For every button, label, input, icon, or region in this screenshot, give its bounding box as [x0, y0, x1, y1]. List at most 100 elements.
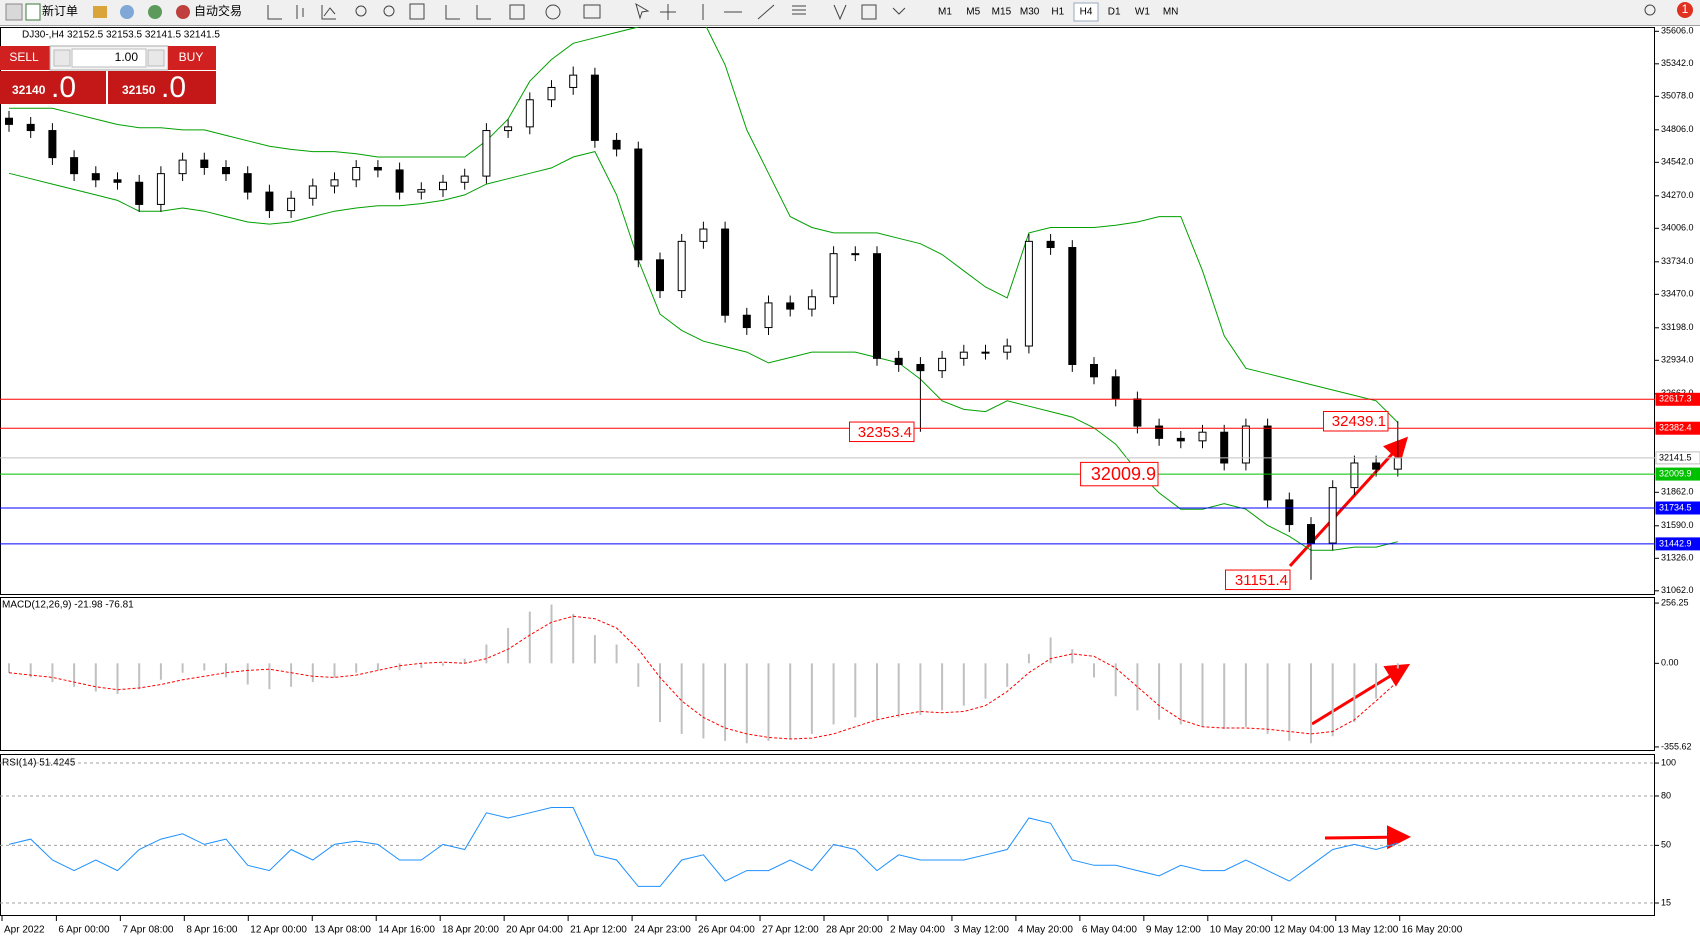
- y-tick-label: 34806.0: [1661, 124, 1694, 134]
- timeframe[interactable]: W1: [1135, 7, 1150, 18]
- icon[interactable]: [176, 5, 190, 19]
- candle-body: [699, 228, 708, 242]
- timeframe[interactable]: M30: [1020, 7, 1040, 18]
- x-tick-label: 6 May 04:00: [1082, 925, 1137, 936]
- candle-body: [1068, 247, 1077, 365]
- candle-body: [612, 139, 621, 150]
- icon[interactable]: [383, 5, 395, 17]
- sell-label[interactable]: SELL: [9, 50, 39, 64]
- candle-body: [742, 314, 751, 329]
- new-order[interactable]: 新订单: [42, 3, 78, 18]
- icon[interactable]: [476, 5, 491, 20]
- badge[interactable]: [1677, 2, 1693, 18]
- x-tick-label: 27 Apr 12:00: [762, 925, 819, 936]
- y-tick-label: 33470.0: [1661, 289, 1694, 299]
- annotation-label: 32439.1: [1332, 413, 1386, 430]
- tool-icons: [267, 2, 1656, 21]
- icon[interactable]: [25, 3, 41, 21]
- timeframe[interactable]: M1: [938, 7, 952, 18]
- icon[interactable]: [321, 5, 336, 20]
- lot-spin[interactable]: [53, 49, 71, 67]
- rsi-panel: [0, 754, 1655, 916]
- candle-body: [1046, 240, 1055, 249]
- candle-body: [222, 166, 230, 175]
- x-tick-label: 28 Apr 20:00: [826, 925, 883, 936]
- y-tick-label: 100: [1661, 757, 1676, 767]
- candle-body: [569, 74, 578, 88]
- icon[interactable]: [583, 4, 601, 19]
- candle-body: [70, 157, 79, 175]
- icon[interactable]: [148, 5, 162, 19]
- candle-body: [352, 166, 361, 181]
- lot-input[interactable]: [71, 48, 147, 68]
- lot-spin[interactable]: [147, 49, 165, 67]
- trend-arrow: [1288, 436, 1409, 568]
- buy-label[interactable]: BUY: [179, 50, 204, 64]
- buy-price-box[interactable]: [108, 71, 216, 104]
- level-label: 32382.4: [1659, 423, 1692, 433]
- timeframe[interactable]: M5: [966, 7, 980, 18]
- candle-body: [156, 173, 165, 205]
- candle-body: [287, 197, 296, 212]
- icon[interactable]: [833, 4, 847, 21]
- candle-body: [894, 357, 903, 365]
- candle-body: [395, 169, 404, 193]
- icon[interactable]: [660, 4, 676, 20]
- bollinger-band: [9, 27, 1399, 423]
- candle-body: [634, 148, 643, 261]
- candle-body: [373, 166, 382, 171]
- lot-value[interactable]: 1.00: [115, 50, 139, 64]
- level-label: 31734.5: [1659, 502, 1692, 512]
- trade-panel: SELL 1.00 BUY 32140 .0 32150 .0: [0, 45, 216, 104]
- candle-body: [26, 123, 35, 132]
- timeframe[interactable]: D1: [1108, 7, 1121, 18]
- x-tick-label: 9 May 12:00: [1146, 925, 1201, 936]
- timeframe[interactable]: H1: [1051, 7, 1064, 18]
- candle-body: [330, 179, 339, 187]
- x-tick-label: 26 Apr 04:00: [698, 925, 755, 936]
- timeframe[interactable]: H4: [1080, 7, 1093, 18]
- x-tick-label: 14 Apr 16:00: [378, 925, 435, 936]
- icon[interactable]: [409, 3, 425, 20]
- icon[interactable]: [1644, 4, 1656, 16]
- icon[interactable]: [702, 4, 806, 20]
- timeframe[interactable]: MN: [1163, 7, 1179, 18]
- candle-body: [764, 302, 773, 329]
- candle-body: [417, 189, 426, 193]
- candle-body: [1307, 524, 1315, 544]
- annotation-label: 31151.4: [1235, 572, 1288, 589]
- chart-header: DJ30-,H4 32152.5 32153.5 32141.5 32141.5: [22, 30, 220, 41]
- icon[interactable]: [93, 6, 107, 18]
- timeframe[interactable]: M15: [992, 7, 1012, 18]
- x-tick-label: 13 May 12:00: [1338, 925, 1399, 936]
- badge-count: 1: [1682, 2, 1689, 16]
- level-box: [1655, 451, 1700, 465]
- icon[interactable]: [861, 4, 877, 20]
- y-tick-label: 15: [1661, 897, 1671, 907]
- sell-price-box[interactable]: [0, 71, 106, 104]
- candle-body: [547, 86, 556, 101]
- x-tick-label: 12 May 04:00: [1274, 925, 1335, 936]
- icon[interactable]: [445, 5, 460, 20]
- icon[interactable]: [635, 2, 650, 20]
- icon[interactable]: [509, 4, 525, 20]
- candle-body: [504, 126, 513, 132]
- buy-button[interactable]: [168, 46, 216, 70]
- candle-body: [1393, 457, 1402, 470]
- icon[interactable]: [296, 5, 304, 19]
- icon[interactable]: [892, 7, 906, 15]
- sell-price-big: .0: [51, 71, 76, 104]
- icon[interactable]: [5, 3, 23, 21]
- y-tick-label: 31326.0: [1661, 553, 1694, 563]
- bollinger-band: [8, 151, 1398, 551]
- icon[interactable]: [120, 5, 134, 19]
- level-box: [1655, 537, 1700, 551]
- icon[interactable]: [355, 5, 367, 17]
- macd-signal: [8, 615, 1399, 740]
- icon[interactable]: [267, 5, 282, 20]
- auto-trading[interactable]: 自动交易: [194, 3, 242, 18]
- candle-body: [829, 253, 838, 298]
- sell-button[interactable]: [0, 46, 50, 70]
- icon[interactable]: [545, 4, 561, 20]
